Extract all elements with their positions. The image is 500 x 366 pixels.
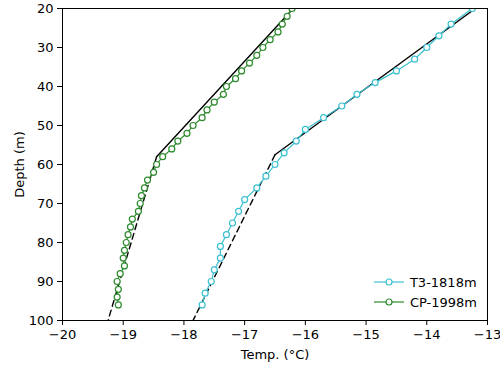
svg-text:70: 70 [37,196,54,211]
svg-text:Depth (m): Depth (m) [12,131,27,198]
svg-text:20: 20 [37,1,54,16]
svg-text:−13: −13 [474,327,500,342]
svg-text:50: 50 [37,118,54,133]
svg-text:−15: −15 [352,327,379,342]
svg-text:90: 90 [37,274,54,289]
svg-text:−14: −14 [413,327,440,342]
svg-text:40: 40 [37,79,54,94]
html-text:CP-1998m: CP-1998m [409,294,477,310]
svg-text:30: 30 [37,40,54,55]
svg-text:−20: −20 [49,327,76,342]
html-text:T3-1818m: T3-1818m [409,274,477,290]
svg-text:Temp. (°C): Temp. (°C) [240,347,310,362]
svg-text:−17: −17 [231,327,258,342]
svg-text:−19: −19 [109,327,136,342]
svg-text:−18: −18 [170,327,197,342]
svg-text:−16: −16 [292,327,319,342]
svg-text:60: 60 [37,157,54,172]
svg-text:80: 80 [37,235,54,250]
svg-text:100: 100 [29,313,54,328]
